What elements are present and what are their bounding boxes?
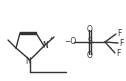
Text: S: S bbox=[88, 38, 92, 46]
Text: −O: −O bbox=[64, 38, 76, 46]
Text: +: + bbox=[48, 37, 54, 41]
Text: O: O bbox=[87, 50, 93, 60]
Text: F: F bbox=[119, 38, 123, 47]
Text: N: N bbox=[42, 40, 48, 49]
Text: F: F bbox=[117, 29, 121, 38]
Text: O: O bbox=[87, 24, 93, 34]
Text: N: N bbox=[25, 57, 31, 66]
Text: F: F bbox=[116, 49, 120, 58]
